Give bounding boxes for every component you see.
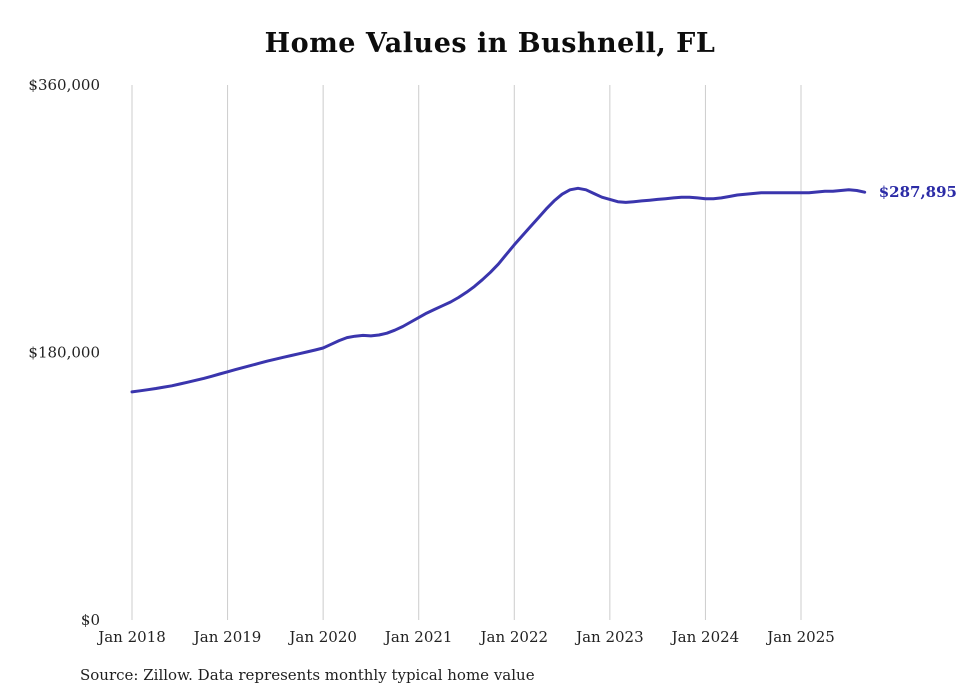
- x-axis-tick-label: Jan 2018: [96, 628, 166, 646]
- x-axis-tick-label: Jan 2023: [574, 628, 644, 646]
- y-axis-tick-label: $360,000: [28, 76, 100, 94]
- home-value-line: [130, 186, 867, 394]
- x-axis-tick-label: Jan 2025: [765, 628, 835, 646]
- chart-title: Home Values in Bushnell, FL: [264, 28, 716, 59]
- latest-value-label: $287,895: [879, 183, 957, 201]
- x-axis-tick-label: Jan 2024: [670, 628, 740, 646]
- y-axis-tick-label: $180,000: [28, 344, 100, 362]
- x-axis-tick-label: Jan 2019: [192, 628, 262, 646]
- x-axis-tick-label: Jan 2020: [287, 628, 357, 646]
- x-axis-tick-label: Jan 2022: [479, 628, 549, 646]
- x-axis-tick-label: Jan 2021: [383, 628, 453, 646]
- y-axis-tick-label: $0: [81, 611, 100, 629]
- source-note: Source: Zillow. Data represents monthly …: [80, 666, 535, 684]
